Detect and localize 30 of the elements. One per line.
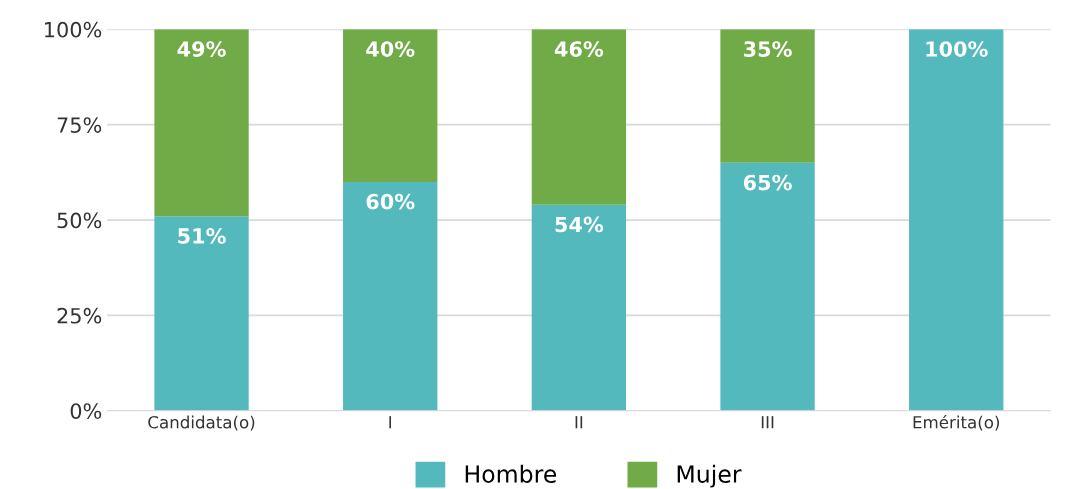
data-label: 49% — [177, 41, 226, 57]
data-label: 100% — [926, 41, 988, 57]
data-label: 65% — [743, 174, 792, 191]
bar — [720, 162, 815, 411]
y-tick-label: 0% — [70, 403, 102, 419]
legend-label: Hombre — [465, 464, 557, 483]
x-tick-label: Emérita(o) — [913, 414, 1000, 431]
x-tick-label: III — [761, 416, 774, 429]
y-tick-label: 25% — [57, 307, 102, 324]
bar — [343, 181, 438, 411]
bar — [154, 29, 249, 217]
y-tick-label: 50% — [57, 212, 102, 229]
x-tick-label: Candidata(o) — [148, 415, 255, 431]
data-label: 54% — [555, 216, 604, 233]
bar — [154, 216, 249, 411]
data-label: 51% — [178, 228, 226, 244]
bar — [531, 204, 627, 411]
bar — [531, 29, 627, 205]
data-label: 40% — [366, 41, 415, 57]
data-label: 35% — [744, 41, 792, 57]
data-label: 60% — [366, 193, 415, 210]
legend-label: Mujer — [677, 464, 742, 488]
y-tick-label: 100% — [45, 21, 102, 38]
x-tick-label: I — [389, 416, 392, 429]
bar — [720, 29, 815, 163]
bar — [909, 29, 1004, 411]
data-label: 46% — [554, 41, 604, 57]
bar — [343, 29, 438, 182]
x-tick-label: II — [575, 416, 583, 429]
y-tick-label: 75% — [57, 117, 102, 133]
